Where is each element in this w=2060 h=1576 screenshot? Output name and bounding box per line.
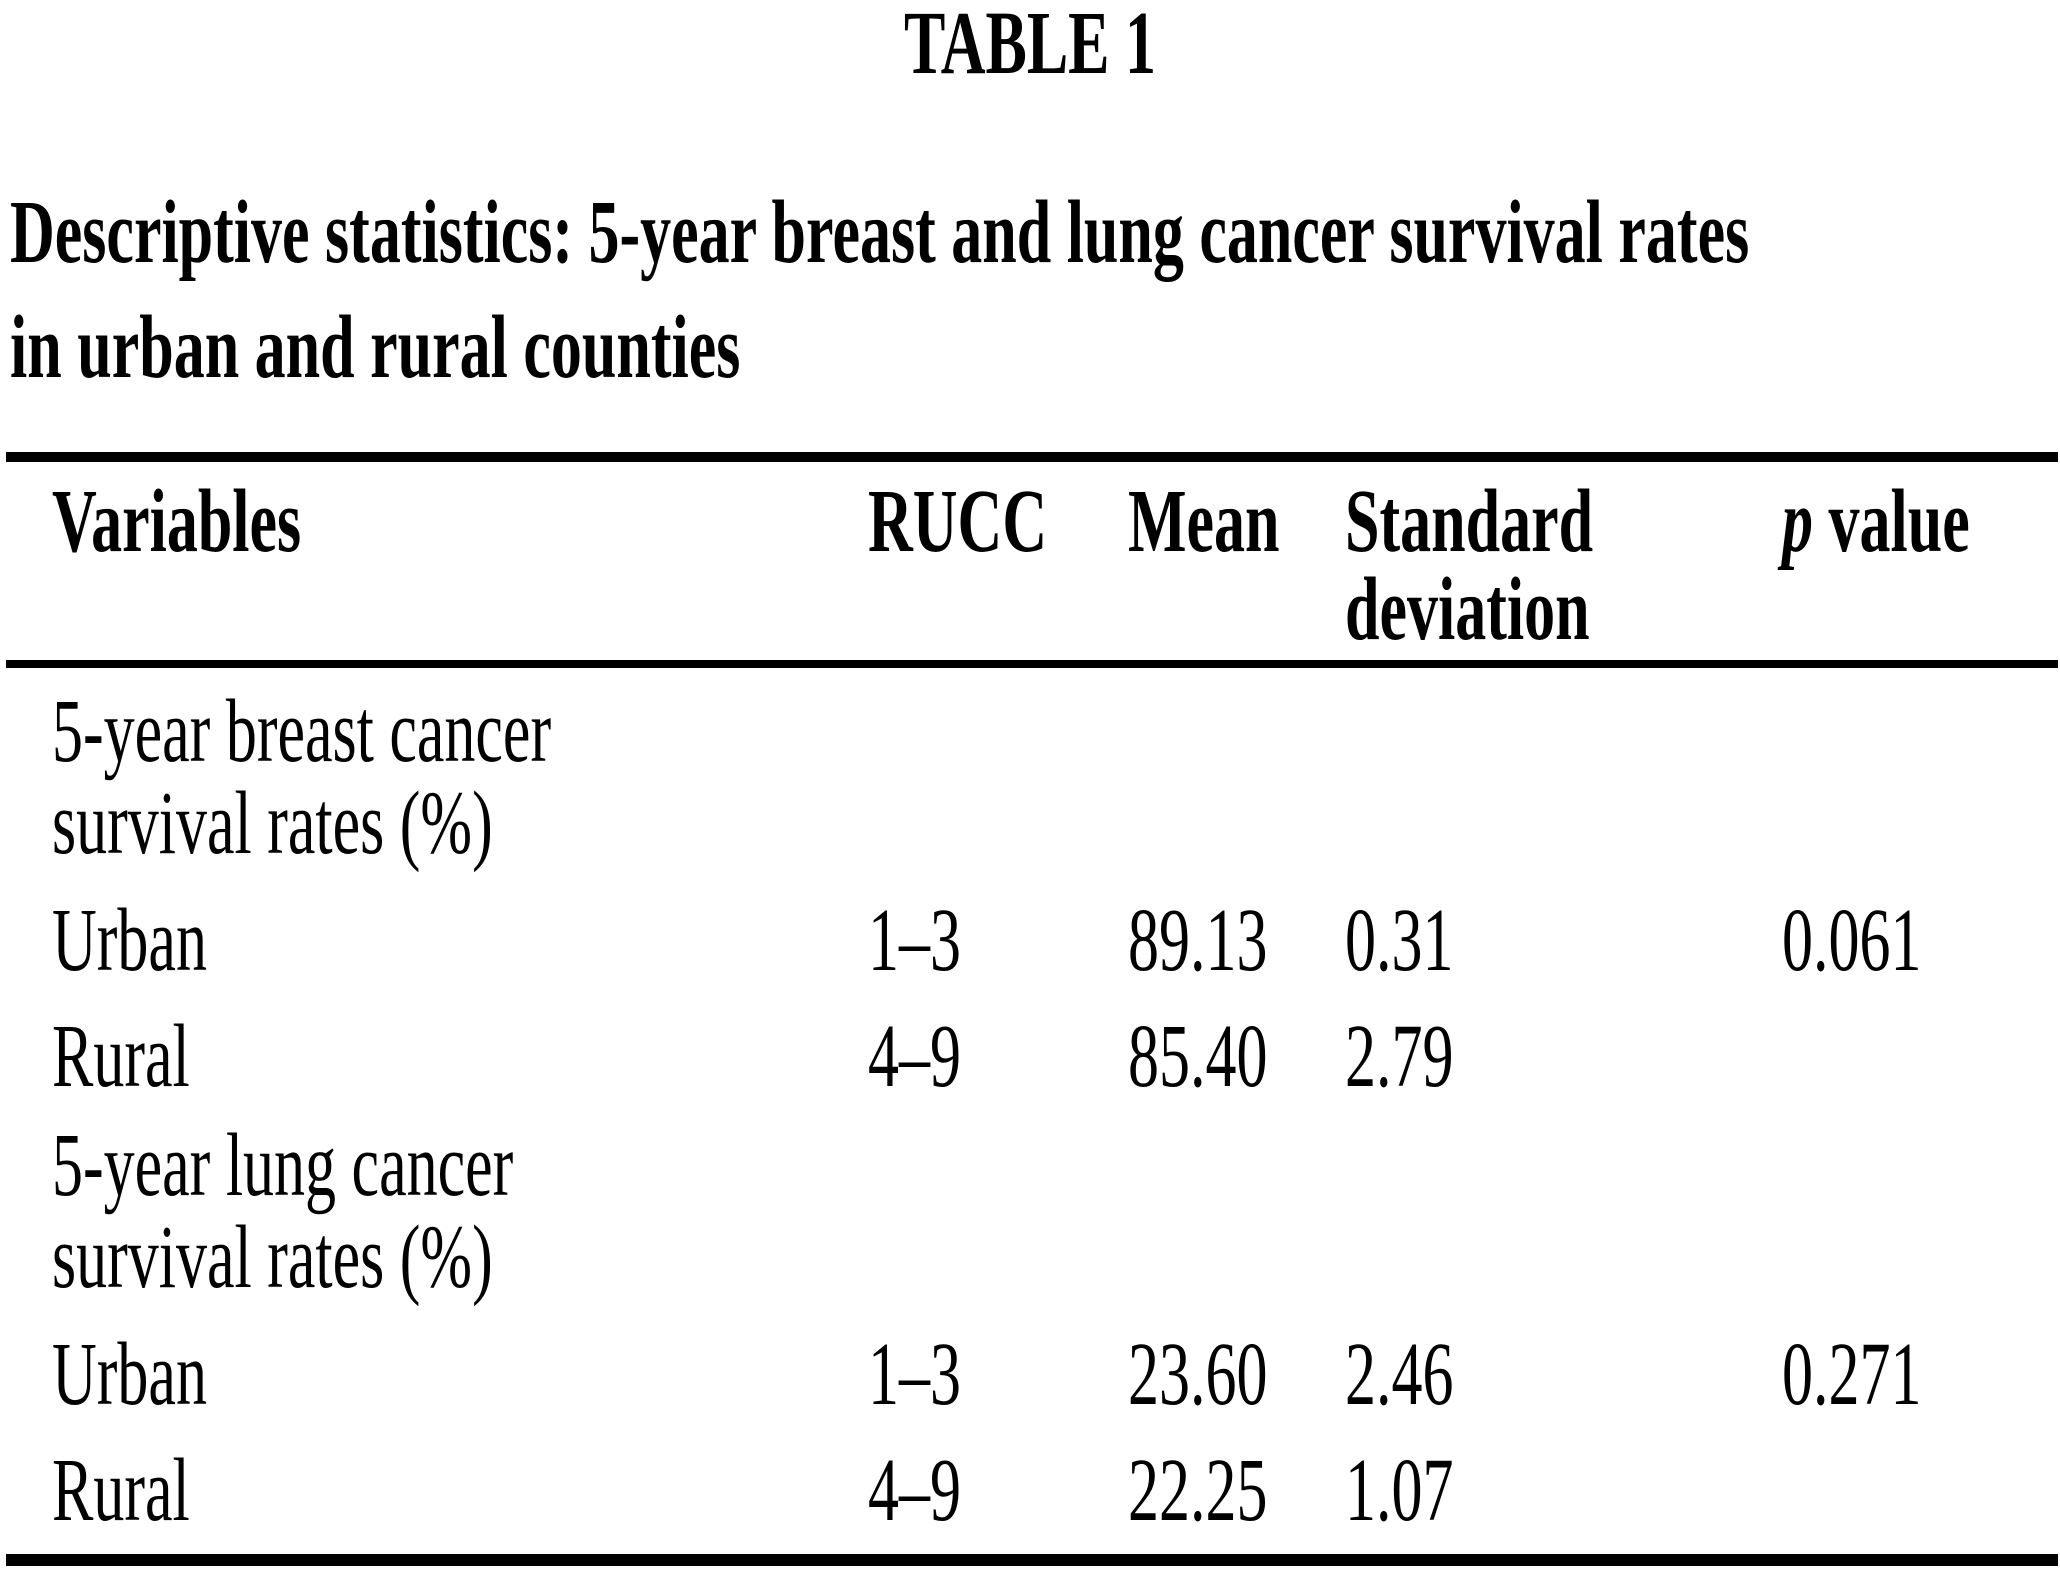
variable-value: Urban	[52, 891, 207, 991]
variable-cell: Rural	[52, 1442, 868, 1541]
table-title-line1-wrap: Descriptive statistics: 5-year breast an…	[10, 176, 2060, 291]
table-title-line1: Descriptive statistics: 5-year breast an…	[10, 183, 1750, 283]
p-value-word: value	[1828, 472, 1970, 572]
p-value-cell	[1782, 1012, 2060, 1102]
rucc-cell: 1–3	[868, 892, 1128, 991]
section-line1-wrap: 5-year lung cancer	[52, 1117, 868, 1216]
column-header-mean-text: Mean	[1128, 472, 1280, 572]
table-number-label: TABLE 1	[0, 0, 2060, 93]
variable-cell: Urban	[52, 892, 868, 991]
p-value-cell: 0.061	[1782, 892, 2060, 991]
column-header-sd-line2: deviation	[1345, 560, 1590, 660]
table-title-line2-wrap: in urban and rural counties	[10, 291, 2060, 406]
mean-value: 89.13	[1128, 891, 1268, 991]
section-line1: 5-year lung cancer	[52, 1116, 514, 1216]
table-header-row: Variables RUCC Mean Standard deviation p…	[0, 473, 2060, 660]
p-value-cell	[1782, 1446, 2060, 1536]
column-header-mean: Mean	[1128, 473, 1345, 654]
table-row-breast-section: 5-year breast cancer survival rates (%)	[0, 683, 2060, 874]
sd-cell: 0.31	[1345, 892, 1782, 991]
column-header-variables: Variables	[52, 473, 868, 654]
variable-value: Rural	[52, 1007, 190, 1107]
rucc-cell: 1–3	[868, 1326, 1128, 1425]
table-row-lung-rural: Rural 4–9 22.25 1.07	[0, 1442, 2060, 1541]
column-header-sd-line2-wrap: deviation	[1345, 561, 1782, 660]
p-symbol: p	[1782, 472, 1813, 572]
p-value: 0.061	[1782, 891, 1922, 991]
column-header-variables-text: Variables	[52, 472, 302, 572]
rucc-cell: 4–9	[868, 1008, 1128, 1107]
variable-value: Rural	[52, 1441, 190, 1541]
p-value: 0.271	[1782, 1325, 1922, 1425]
table-rule-top	[6, 452, 2058, 462]
rucc-cell: 4–9	[868, 1442, 1128, 1541]
variable-cell: Urban	[52, 1326, 868, 1425]
mean-value: 85.40	[1128, 1007, 1268, 1107]
table-rule-bottom	[6, 1554, 2058, 1566]
mean-cell: 89.13	[1128, 892, 1345, 991]
section-line2: survival rates (%)	[52, 774, 493, 874]
section-line1-wrap: 5-year breast cancer	[52, 683, 868, 782]
variable-value: Urban	[52, 1325, 207, 1425]
rucc-value: 1–3	[868, 891, 961, 991]
sd-value: 2.79	[1345, 1007, 1454, 1107]
mean-value: 22.25	[1128, 1441, 1268, 1541]
sd-cell: 1.07	[1345, 1442, 1782, 1541]
section-line2-wrap: survival rates (%)	[52, 775, 868, 874]
mean-value: 23.60	[1128, 1325, 1268, 1425]
rucc-value: 1–3	[868, 1325, 961, 1425]
sd-value: 0.31	[1345, 891, 1454, 991]
section-line1: 5-year breast cancer	[52, 682, 552, 782]
table-header-divider	[6, 660, 2058, 668]
table-row-lung-urban: Urban 1–3 23.60 2.46 0.271	[0, 1326, 2060, 1425]
column-header-standard-deviation: Standard deviation	[1345, 473, 1782, 660]
section-line2-wrap: survival rates (%)	[52, 1209, 868, 1308]
column-header-sd-line1: Standard	[1345, 472, 1594, 572]
section-line2: survival rates (%)	[52, 1208, 493, 1308]
mean-cell: 22.25	[1128, 1442, 1345, 1541]
column-header-sd-line1-wrap: Standard	[1345, 473, 1782, 572]
mean-cell: 23.60	[1128, 1326, 1345, 1425]
column-header-p-value: p value	[1782, 473, 2060, 654]
rucc-value: 4–9	[868, 1007, 961, 1107]
table-row-breast-urban: Urban 1–3 89.13 0.31 0.061	[0, 892, 2060, 991]
table-number-text: TABLE 1	[903, 0, 1157, 94]
sd-value: 2.46	[1345, 1325, 1454, 1425]
mean-cell: 85.40	[1128, 1008, 1345, 1107]
sd-value: 1.07	[1345, 1441, 1454, 1541]
column-header-rucc-text: RUCC	[868, 472, 1048, 572]
table-row-lung-section: 5-year lung cancer survival rates (%)	[0, 1117, 2060, 1308]
sd-cell: 2.79	[1345, 1008, 1782, 1107]
table-title: Descriptive statistics: 5-year breast an…	[10, 176, 2060, 406]
table-title-line2: in urban and rural counties	[10, 298, 741, 398]
table-row-breast-rural: Rural 4–9 85.40 2.79	[0, 1008, 2060, 1107]
variable-cell: Rural	[52, 1008, 868, 1107]
column-header-rucc: RUCC	[868, 473, 1128, 654]
rucc-value: 4–9	[868, 1441, 961, 1541]
p-value-cell: 0.271	[1782, 1326, 2060, 1425]
variable-cell: 5-year lung cancer survival rates (%)	[52, 1117, 868, 1308]
variable-cell: 5-year breast cancer survival rates (%)	[52, 683, 868, 874]
column-header-p-value-text: p value	[1782, 458, 1970, 586]
sd-cell: 2.46	[1345, 1326, 1782, 1425]
